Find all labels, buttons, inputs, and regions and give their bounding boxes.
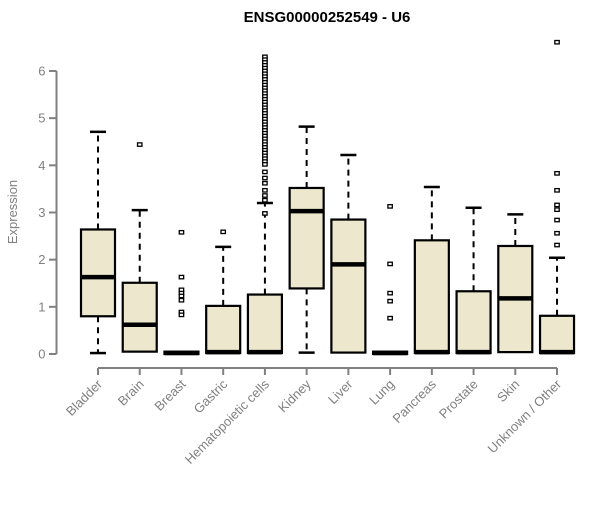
category-label: Gastric	[191, 376, 231, 416]
outlier-point	[554, 39, 560, 45]
category-label: Liver	[325, 376, 356, 407]
box-lung	[372, 204, 409, 356]
category-label: Unknown / Other	[485, 376, 565, 456]
outlier-point	[220, 229, 227, 235]
outlier-point	[554, 242, 560, 248]
outlier-point	[387, 261, 393, 267]
outlier-point	[262, 175, 268, 181]
outlier-point	[554, 202, 560, 208]
category-label: Pancreas	[390, 376, 440, 426]
box-prostate	[455, 206, 492, 355]
outlier-point	[178, 229, 185, 235]
box-breast	[163, 229, 200, 356]
outlier-point	[387, 204, 393, 209]
outlier-point	[262, 162, 268, 167]
outlier-point	[554, 230, 560, 236]
category-label: Prostate	[436, 377, 481, 422]
outlier-point	[136, 142, 143, 147]
y-axis-title: Expression	[5, 180, 20, 244]
box-skin	[497, 213, 534, 354]
box-rect	[455, 290, 492, 355]
category-label: Breast	[151, 376, 188, 413]
y-tick-label: 6	[38, 63, 45, 78]
box-rect	[330, 218, 367, 354]
outlier-point	[262, 211, 268, 216]
y-tick-label: 5	[38, 111, 45, 126]
outlier-point	[262, 180, 268, 186]
y-tick-label: 1	[38, 299, 45, 314]
y-tick-label: 4	[38, 158, 45, 173]
outlier-point	[387, 298, 393, 304]
box-bladder	[79, 130, 117, 355]
outlier-point	[262, 187, 268, 193]
chart-title: ENSG00000252549 - U6	[244, 9, 411, 26]
outlier-point	[262, 169, 268, 175]
box-unknown-other	[538, 39, 576, 355]
outlier-point	[554, 207, 560, 213]
box-rect	[121, 281, 158, 353]
box-gastric	[205, 229, 242, 355]
box-brain	[121, 142, 158, 353]
y-tick-label: 0	[38, 347, 45, 362]
outlier-point	[554, 217, 560, 223]
category-label: Brain	[115, 377, 147, 409]
y-tick-label: 3	[38, 205, 45, 220]
box-rect	[205, 304, 242, 355]
box-rect	[246, 293, 284, 355]
outlier-point	[387, 315, 393, 321]
box-pancreas	[413, 185, 450, 355]
outlier-point	[554, 187, 560, 193]
box-rect	[413, 239, 450, 355]
outlier-point	[262, 193, 268, 198]
outlier-point	[178, 312, 185, 318]
y-tick-label: 2	[38, 252, 45, 267]
outlier-point	[262, 197, 268, 203]
category-label: Bladder	[63, 376, 106, 419]
category-label: Kidney	[275, 376, 314, 415]
category-label: Lung	[366, 377, 397, 408]
box-rect	[79, 228, 117, 318]
outlier-point	[554, 170, 560, 176]
outlier-point	[178, 274, 185, 280]
box-liver	[330, 153, 367, 354]
box-rect	[288, 186, 325, 290]
box-rect	[538, 314, 576, 355]
outlier-point	[178, 297, 185, 303]
outlier-point	[178, 293, 185, 299]
box-hematopoietic-cells	[246, 54, 284, 355]
category-label: Skin	[494, 377, 522, 405]
outlier-point	[387, 290, 393, 296]
box-kidney	[288, 125, 325, 354]
